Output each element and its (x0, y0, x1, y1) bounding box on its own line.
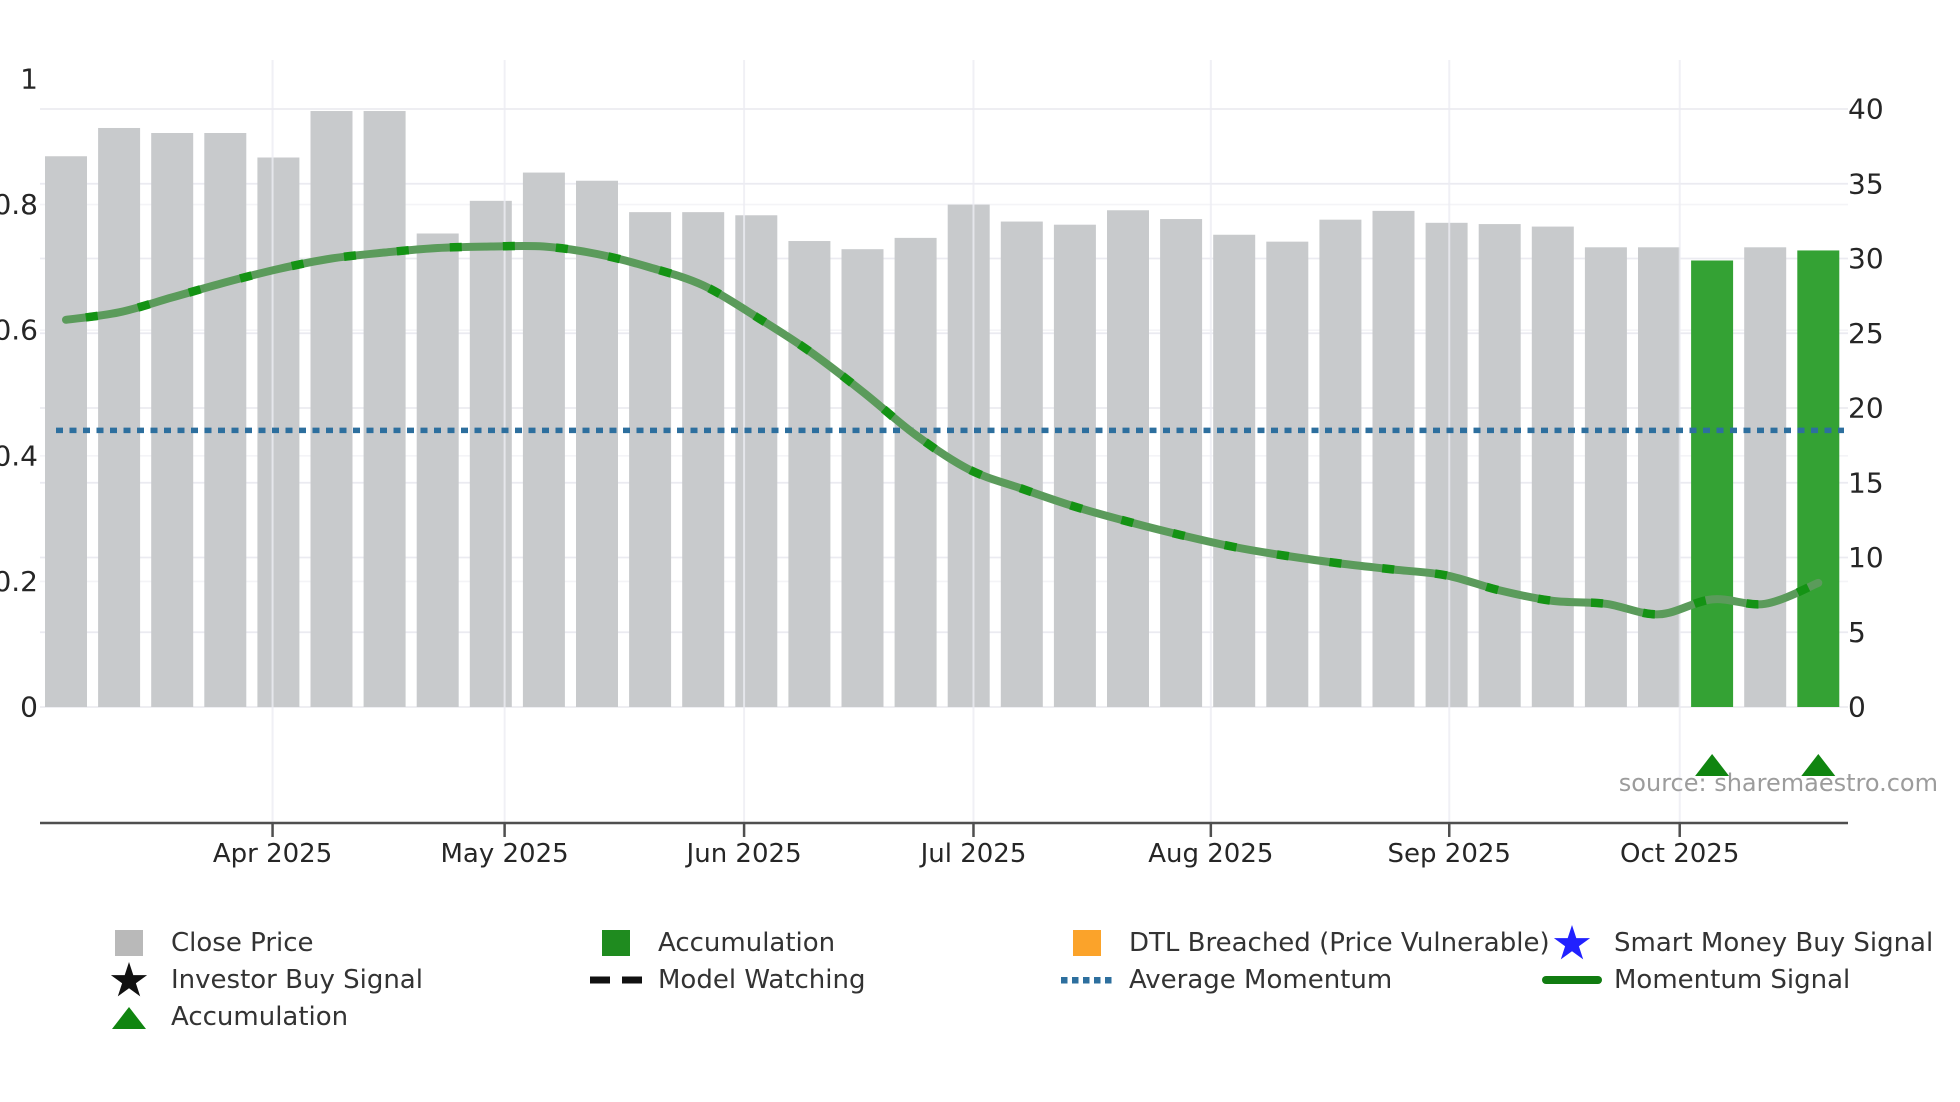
close-price-bar (1425, 222, 1468, 707)
right-axis-tick-label: 0 (1848, 691, 1866, 724)
close-price-bar (1319, 219, 1362, 707)
month-label: Sep 2025 (1388, 839, 1511, 869)
month-label: May 2025 (441, 839, 569, 869)
month-label: Jul 2025 (919, 839, 1027, 869)
month-label: Aug 2025 (1148, 839, 1273, 869)
right-axis-tick-label: 15 (1848, 466, 1884, 499)
close-price-bar (841, 249, 884, 708)
accumulation-bar (1691, 260, 1734, 707)
close-price-bar (1266, 241, 1309, 708)
accumulation-triangle-icon (1695, 754, 1730, 776)
left-axis-tick-label: 0 (20, 691, 38, 724)
close-price-bar (1638, 247, 1680, 707)
close-price-bar (98, 127, 141, 707)
close-price-bar (1372, 210, 1415, 707)
right-axis-tick-label: 20 (1848, 392, 1884, 425)
close-price-bar (1213, 234, 1256, 707)
month-label: Oct 2025 (1620, 839, 1739, 869)
left-axis-tick-label: 1 (20, 63, 38, 96)
momentum-line (62, 241, 1823, 619)
close-price-bar (45, 156, 87, 707)
left-axis-tick-label: 0.4 (0, 439, 38, 472)
close-price-bar (310, 111, 353, 707)
close-price-bar (735, 215, 778, 707)
left-axis-tick-label: 0.8 (0, 188, 38, 221)
right-axis-tick-label: 25 (1848, 317, 1884, 350)
close-price-bar (1478, 224, 1521, 707)
close-price-bar (1000, 221, 1043, 707)
right-axis-tick-label: 5 (1848, 616, 1866, 649)
close-price-bar (1107, 210, 1149, 707)
left-axis-tick-label: 0.6 (0, 314, 38, 347)
accumulation-bar (1797, 250, 1840, 707)
right-axis-tick-label: 10 (1848, 541, 1884, 574)
close-price-bar (363, 111, 406, 707)
close-price-bar (416, 233, 459, 707)
right-axis-tick-label: 35 (1848, 167, 1884, 200)
month-label: Apr 2025 (213, 839, 332, 869)
right-axis-tick-label: 40 (1848, 93, 1884, 126)
close-price-bar (204, 133, 247, 707)
close-price-bar (576, 180, 618, 708)
close-price-bar (1160, 219, 1203, 707)
close-price-bar (151, 133, 194, 707)
close-price-bar (894, 237, 937, 707)
right-axis-tick-label: 30 (1848, 242, 1884, 275)
close-price-bar (1053, 224, 1096, 708)
source-note: source: sharemaestro.com (1619, 769, 1938, 797)
close-price-bar (1584, 247, 1627, 707)
accumulation-triangle-icon (1801, 754, 1836, 776)
close-price-bar (522, 172, 565, 707)
close-price-bar (788, 241, 831, 708)
close-price-bar (947, 204, 990, 707)
month-label: Jun 2025 (685, 839, 802, 869)
close-price-bar (629, 212, 672, 708)
close-price-bar (1531, 226, 1574, 707)
close-price-bar (1744, 247, 1787, 707)
left-axis-tick-label: 0.2 (0, 565, 38, 598)
